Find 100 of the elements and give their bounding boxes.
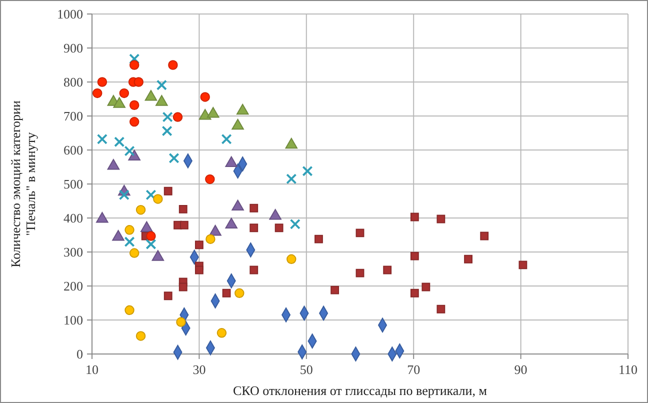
point xyxy=(128,150,140,161)
point xyxy=(129,116,140,127)
point xyxy=(146,231,156,241)
point xyxy=(172,112,183,122)
point xyxy=(178,282,188,292)
point xyxy=(92,88,102,98)
point xyxy=(124,146,135,156)
point xyxy=(302,166,313,176)
point xyxy=(168,60,178,70)
point xyxy=(96,212,108,223)
point xyxy=(356,268,364,278)
point xyxy=(234,288,244,298)
y-tick-label: 500 xyxy=(64,176,83,192)
point xyxy=(129,60,140,70)
point xyxy=(222,288,231,298)
y-tick-label: 1000 xyxy=(57,6,83,22)
point xyxy=(269,208,282,220)
point xyxy=(436,214,446,224)
point xyxy=(164,186,172,196)
point xyxy=(285,138,298,149)
point xyxy=(221,134,232,144)
point xyxy=(250,224,258,232)
y-tick-label: 0 xyxy=(76,346,83,362)
y-tick-label: 900 xyxy=(64,40,83,56)
point xyxy=(180,220,188,230)
point xyxy=(113,97,126,108)
point xyxy=(410,212,419,222)
point xyxy=(119,88,130,98)
point xyxy=(232,118,244,130)
point xyxy=(198,108,212,120)
point xyxy=(480,232,489,240)
point xyxy=(118,190,130,200)
point xyxy=(97,77,108,87)
point xyxy=(178,204,188,214)
point xyxy=(152,250,164,261)
point xyxy=(96,134,108,144)
point xyxy=(140,221,153,232)
x-axis-title: СКО отклонения от глиссады по вертикали, м xyxy=(233,383,487,398)
point xyxy=(176,317,186,327)
y-tick-label: 600 xyxy=(64,142,83,158)
point xyxy=(290,218,300,230)
x-tick-label: 30 xyxy=(192,362,206,377)
y-tick-label: 700 xyxy=(64,108,83,124)
point xyxy=(436,304,446,314)
point xyxy=(194,240,204,250)
point xyxy=(146,238,156,250)
point xyxy=(124,225,134,235)
x-tick-label: 110 xyxy=(618,362,638,377)
point xyxy=(225,156,238,168)
point xyxy=(518,260,528,270)
point xyxy=(464,254,472,264)
point xyxy=(209,224,222,236)
point xyxy=(200,92,210,102)
point xyxy=(274,224,284,232)
point xyxy=(330,286,340,294)
point xyxy=(194,266,204,274)
point xyxy=(207,106,220,118)
point xyxy=(286,254,296,264)
point xyxy=(156,95,168,106)
point xyxy=(164,292,172,300)
point xyxy=(206,234,216,244)
point xyxy=(250,266,258,274)
point xyxy=(124,236,135,248)
point xyxy=(383,266,392,274)
point xyxy=(168,152,180,164)
point xyxy=(124,305,134,315)
point xyxy=(410,252,419,260)
point xyxy=(134,77,144,87)
point xyxy=(107,158,120,170)
point xyxy=(114,136,125,148)
point xyxy=(356,228,364,238)
x-tick-label: 90 xyxy=(514,362,528,377)
point xyxy=(129,248,140,258)
point xyxy=(136,331,146,341)
point xyxy=(286,174,297,184)
point xyxy=(236,104,249,115)
y-tick-label: 200 xyxy=(64,278,83,294)
y-tick-label: 100 xyxy=(64,312,83,328)
point xyxy=(112,230,124,241)
point xyxy=(156,80,167,90)
y-tick-label: 400 xyxy=(64,210,83,226)
point xyxy=(314,234,323,244)
y-tick-label: 300 xyxy=(64,244,83,260)
y-axis-title: Количество эмоций категории "Печаль" в минуту xyxy=(8,100,38,268)
point xyxy=(144,90,158,101)
point xyxy=(162,126,172,136)
point xyxy=(136,204,146,215)
point xyxy=(225,218,238,229)
point xyxy=(410,288,419,298)
x-tick-label: 50 xyxy=(300,362,313,377)
point xyxy=(205,174,215,184)
point xyxy=(232,200,244,211)
x-tick-label: 10 xyxy=(86,362,98,377)
point xyxy=(216,328,227,338)
y-tick-label: 800 xyxy=(64,74,83,90)
point xyxy=(146,190,156,200)
point xyxy=(162,112,173,122)
point xyxy=(153,194,163,204)
point xyxy=(422,282,430,292)
x-tick-label: 70 xyxy=(407,362,420,377)
